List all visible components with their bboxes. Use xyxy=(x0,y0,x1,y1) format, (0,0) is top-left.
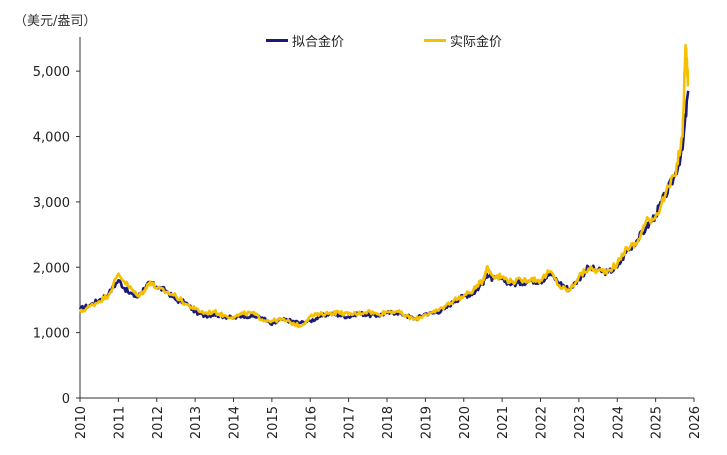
legend-item-fitted: 拟合金价 xyxy=(266,31,344,50)
x-tick-label: 2016 xyxy=(304,406,319,439)
x-tick-label: 2020 xyxy=(458,406,473,439)
x-tick-label: 2010 xyxy=(74,406,89,439)
x-tick-label: 2025 xyxy=(650,406,665,439)
y-tick-label: 1,000 xyxy=(33,327,70,342)
x-tick-label: 2024 xyxy=(611,406,626,439)
legend-swatch-actual xyxy=(424,39,446,42)
x-tick-label: 2014 xyxy=(228,406,243,439)
series-line-fitted-price xyxy=(78,90,690,327)
x-tick-label: 2021 xyxy=(496,406,511,439)
legend-label-fitted: 拟合金价 xyxy=(292,35,345,50)
y-axis-unit-label: （美元/盎司） xyxy=(14,14,97,29)
legend-swatch-fitted xyxy=(266,39,288,42)
x-tick-label: 2018 xyxy=(381,406,396,439)
x-tick-label: 2019 xyxy=(419,406,434,439)
x-tick-label: 2023 xyxy=(573,406,588,439)
legend-item-actual: 实际金价 xyxy=(424,31,502,50)
x-tick-label: 2026 xyxy=(688,406,703,439)
y-tick-label: 5,000 xyxy=(33,65,70,80)
y-tick-label: 2,000 xyxy=(33,261,70,276)
x-tick-label: 2015 xyxy=(266,406,281,439)
x-tick-label: 2011 xyxy=(112,406,127,439)
x-tick-label: 2012 xyxy=(151,406,166,439)
x-tick-label: 2017 xyxy=(343,406,358,439)
legend-label-actual: 实际金价 xyxy=(450,35,503,50)
x-tick-label: 2022 xyxy=(535,406,550,439)
y-tick-label: 0 xyxy=(62,392,70,407)
y-tick-label: 3,000 xyxy=(33,196,70,211)
x-tick-label: 2013 xyxy=(189,406,204,439)
series-line-actual-price xyxy=(78,43,690,329)
y-tick-label: 4,000 xyxy=(33,131,70,146)
